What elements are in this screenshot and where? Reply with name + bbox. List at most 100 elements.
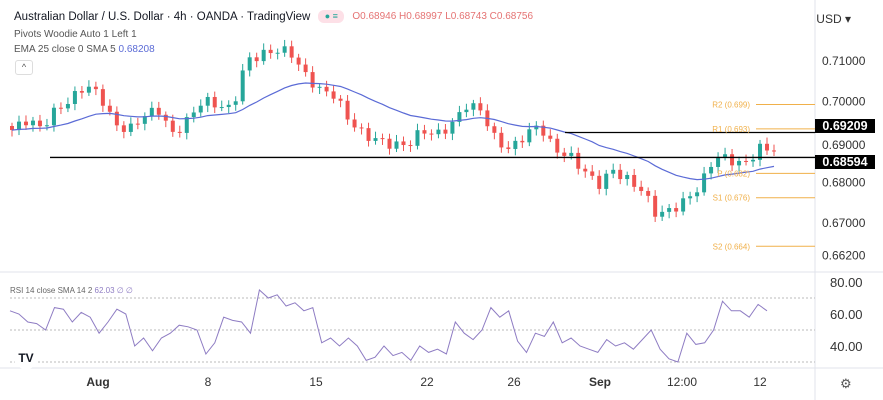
collapse-legend-button[interactable]: ^ xyxy=(15,60,33,75)
candle-body xyxy=(16,121,21,131)
time-axis-label: 12 xyxy=(753,375,767,389)
rsi-axis-label: 60.00 xyxy=(830,307,863,322)
candle-body xyxy=(772,150,776,152)
candle-body xyxy=(93,86,98,90)
candle-body xyxy=(387,138,392,149)
candle-body xyxy=(401,141,406,146)
candle-body xyxy=(555,138,560,153)
candle-body xyxy=(303,64,308,73)
pivots-legend[interactable]: Pivots Woodie Auto 1 Left 1 xyxy=(14,29,137,40)
rsi-line xyxy=(9,289,768,363)
candle-body xyxy=(576,152,581,169)
candle-body xyxy=(191,112,196,118)
candle-body xyxy=(590,171,595,176)
candle-body xyxy=(254,57,259,62)
candle-body xyxy=(667,208,672,212)
candle-body xyxy=(478,103,483,111)
candle-body xyxy=(275,52,280,54)
market-status-icon: ● ≡ xyxy=(318,10,345,23)
ema-line xyxy=(11,82,775,181)
candle-body xyxy=(723,154,728,157)
time-axis-label: Sep xyxy=(589,375,611,389)
candle-body xyxy=(149,107,154,117)
price-axis-label: 0.67000 xyxy=(822,216,866,230)
candle-body xyxy=(618,169,623,180)
candle-body xyxy=(709,166,714,174)
settings-gear-icon[interactable]: ⚙ xyxy=(840,376,852,391)
candle-body xyxy=(646,190,651,196)
candle-body xyxy=(317,86,322,88)
candle-body xyxy=(107,105,112,112)
candle-body xyxy=(653,195,658,217)
candle-body xyxy=(450,121,455,134)
candle-body xyxy=(464,109,469,113)
candle-body xyxy=(422,130,427,134)
candle-body xyxy=(226,104,231,108)
currency-label: USD xyxy=(816,12,842,26)
rsi-legend[interactable]: RSI 14 close SMA 14 2 62.03 ∅ ∅ xyxy=(10,286,133,295)
ohlc-values: O0.68946 H0.68997 L0.68743 C0.68756 xyxy=(352,11,534,22)
ema-legend[interactable]: EMA 25 close 0 SMA 5 0.68208 xyxy=(14,44,155,55)
candle-body xyxy=(289,46,294,58)
candle-body xyxy=(198,105,203,113)
candle-body xyxy=(37,120,42,127)
rsi-value: 62.03 ∅ ∅ xyxy=(94,286,133,295)
candle-body xyxy=(79,91,84,93)
symbol-title[interactable]: Australian Dollar / U.S. Dollar · 4h · O… xyxy=(14,10,311,23)
pivot-label: S2 (0.664) xyxy=(713,242,751,251)
price-tag-resistance: 0.69209 xyxy=(815,119,875,133)
candle-body xyxy=(177,131,182,133)
candle-body xyxy=(44,125,49,127)
candle-body xyxy=(765,143,770,151)
candle-body xyxy=(282,46,287,53)
time-axis-label: 12:00 xyxy=(667,375,697,389)
candle-body xyxy=(534,125,539,130)
pivot-label: S1 (0.676) xyxy=(713,194,751,203)
candle-body xyxy=(415,130,420,146)
tradingview-logo: TV xyxy=(14,347,38,369)
candle-body xyxy=(128,123,133,132)
candle-body xyxy=(660,211,665,217)
candle-body xyxy=(352,119,357,128)
time-axis-label: 26 xyxy=(507,375,521,389)
candle-body xyxy=(142,116,147,124)
candle-body xyxy=(163,114,168,121)
candle-body xyxy=(737,160,742,166)
candle-body xyxy=(261,49,266,62)
candle-body xyxy=(247,57,252,71)
candle-body xyxy=(443,129,448,134)
price-axis-label: 0.66200 xyxy=(822,248,866,262)
pivot-label: R2 (0.699) xyxy=(712,101,750,110)
candle-body xyxy=(527,129,532,143)
candle-body xyxy=(30,120,35,126)
candle-body xyxy=(716,156,721,167)
candle-body xyxy=(702,173,707,193)
candle-body xyxy=(72,91,77,104)
candle-body xyxy=(135,123,140,125)
chart-header: Australian Dollar / U.S. Dollar · 4h · O… xyxy=(14,10,533,23)
time-axis-label: 8 xyxy=(205,375,212,389)
candle-body xyxy=(324,86,329,92)
candle-body xyxy=(10,126,14,131)
candle-body xyxy=(121,125,126,132)
candle-body xyxy=(744,160,749,162)
time-axis-label: Aug xyxy=(86,375,109,389)
candle-body xyxy=(394,141,399,149)
price-axis-label: 0.69000 xyxy=(822,138,866,152)
candle-body xyxy=(457,112,462,122)
candle-body xyxy=(513,140,518,149)
candle-body xyxy=(730,154,735,166)
candle-body xyxy=(86,86,91,93)
candle-body xyxy=(541,125,546,136)
price-axis-label: 0.70000 xyxy=(822,95,866,109)
pivot-label: R1 (0.693) xyxy=(712,125,750,134)
currency-selector[interactable]: USD ▾ xyxy=(816,12,851,26)
candle-body xyxy=(114,111,119,126)
candle-body xyxy=(359,127,364,129)
candle-body xyxy=(688,196,693,199)
candle-body xyxy=(65,103,70,109)
candle-body xyxy=(184,117,189,133)
candle-body xyxy=(373,138,378,141)
